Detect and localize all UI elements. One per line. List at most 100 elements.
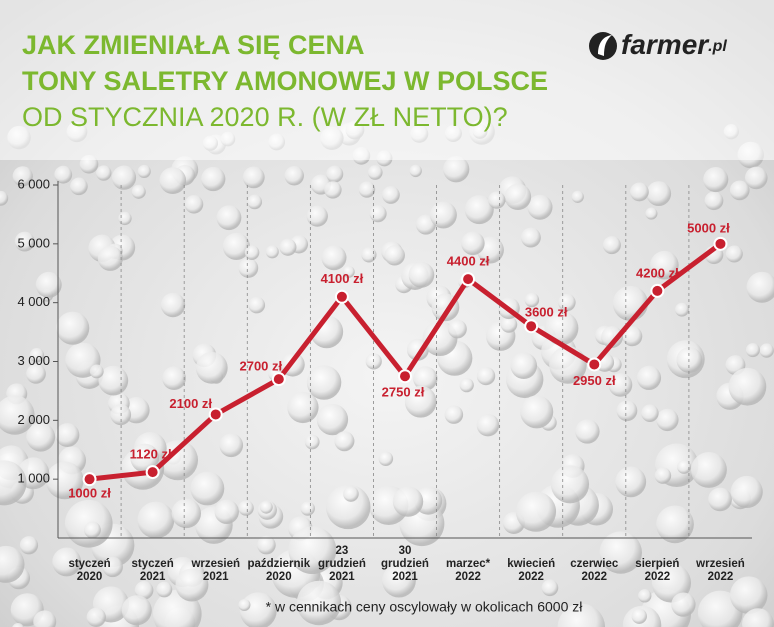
x-tick-label-line: październik bbox=[247, 558, 310, 570]
texture-ball bbox=[324, 181, 342, 199]
x-tick-label-line: 2021 bbox=[392, 571, 418, 583]
texture-ball bbox=[157, 440, 199, 481]
texture-ball bbox=[729, 180, 750, 201]
x-tick-label: październik 2020 bbox=[247, 558, 310, 583]
texture-ball bbox=[326, 165, 344, 183]
texture-ball bbox=[238, 258, 259, 278]
texture-ball bbox=[629, 182, 649, 202]
texture-ball bbox=[645, 207, 658, 220]
texture-ball bbox=[612, 285, 648, 321]
texture-ball bbox=[520, 395, 554, 429]
data-point bbox=[650, 283, 665, 298]
texture-ball bbox=[413, 366, 438, 391]
value-label: 4100 zł bbox=[321, 271, 364, 286]
texture-ball bbox=[671, 592, 696, 617]
data-point bbox=[82, 472, 97, 487]
texture-ball bbox=[56, 311, 90, 345]
x-tick-label-line: grudzień bbox=[381, 558, 429, 570]
texture-ball bbox=[759, 343, 774, 358]
texture-ball bbox=[334, 431, 355, 452]
title-line: OD STYCZNIA 2020 R. (W ZŁ NETTO)? bbox=[22, 102, 508, 132]
texture-ball bbox=[408, 262, 435, 288]
texture-ball bbox=[656, 505, 694, 544]
texture-ball bbox=[602, 236, 621, 255]
texture-ball bbox=[675, 302, 689, 317]
texture-ball bbox=[622, 326, 643, 347]
texture-ball bbox=[443, 156, 470, 183]
texture-ball bbox=[378, 451, 394, 466]
texture-ball bbox=[510, 352, 538, 379]
value-label: 5000 zł bbox=[687, 220, 730, 235]
data-point bbox=[587, 357, 602, 372]
texture-ball bbox=[296, 580, 342, 626]
texture-ball bbox=[691, 451, 727, 488]
data-point bbox=[524, 319, 539, 334]
texture-ball bbox=[326, 484, 371, 530]
texture-ball bbox=[504, 183, 532, 211]
texture-ball bbox=[12, 622, 24, 627]
x-tick-label-line: czerwiec bbox=[570, 558, 619, 570]
texture-ball bbox=[83, 521, 101, 539]
y-tick-label: 2 000 bbox=[17, 412, 50, 427]
texture-ball bbox=[70, 177, 88, 196]
texture-ball bbox=[134, 580, 154, 600]
texture-ball bbox=[216, 205, 242, 231]
texture-ball bbox=[409, 164, 422, 178]
texture-ball bbox=[304, 434, 320, 450]
x-tick-label-line: 2021 bbox=[203, 571, 229, 583]
texture-ball bbox=[137, 164, 151, 178]
texture-ball bbox=[184, 195, 204, 214]
footnote: * w cennikach ceny oscylowały w okolicac… bbox=[266, 599, 584, 615]
texture-ball bbox=[242, 166, 265, 189]
texture-ball bbox=[265, 245, 279, 259]
x-tick-label: 30 grudzień 2021 bbox=[381, 545, 429, 583]
x-tick-label-line: wrzesień bbox=[190, 558, 240, 570]
texture-ball bbox=[238, 598, 251, 612]
value-label: 1000 zł bbox=[68, 486, 111, 501]
texture-ball bbox=[708, 487, 732, 512]
texture-ball bbox=[745, 343, 760, 358]
x-tick-label: styczeń 2020 bbox=[68, 558, 110, 583]
x-tick-label: 23 grudzień 2021 bbox=[318, 545, 366, 583]
texture-ball bbox=[96, 165, 112, 181]
texture-ball bbox=[300, 501, 315, 516]
texture-ball bbox=[111, 165, 137, 190]
value-label: 4200 zł bbox=[636, 265, 679, 280]
x-tick-label-line: 23 bbox=[336, 545, 349, 557]
value-label: 4400 zł bbox=[447, 254, 490, 269]
y-tick-label: 1 000 bbox=[17, 471, 50, 486]
texture-ball bbox=[238, 500, 254, 516]
texture-ball bbox=[654, 467, 672, 484]
texture-ball bbox=[476, 366, 496, 386]
title-line: TONY SALETRY AMONOWEJ W POLSCE bbox=[22, 66, 548, 96]
x-tick-label-line: 2021 bbox=[329, 571, 355, 583]
y-tick-label: 3 000 bbox=[17, 353, 50, 368]
texture-ball bbox=[656, 408, 679, 432]
texture-ball bbox=[321, 245, 347, 271]
texture-ball bbox=[214, 499, 239, 525]
texture-ball bbox=[677, 459, 692, 474]
value-label: 3600 zł bbox=[525, 305, 568, 320]
texture-ball bbox=[459, 378, 474, 393]
texture-ball bbox=[52, 547, 82, 577]
texture-ball bbox=[160, 292, 186, 318]
texture-ball bbox=[728, 367, 767, 406]
data-point bbox=[461, 272, 476, 287]
texture-ball bbox=[615, 466, 647, 498]
value-label: 2950 zł bbox=[573, 373, 616, 388]
data-point bbox=[713, 236, 728, 251]
y-tick-label: 4 000 bbox=[17, 294, 50, 309]
texture-ball bbox=[306, 365, 342, 400]
texture-ball bbox=[524, 292, 540, 308]
texture-ball bbox=[557, 603, 606, 627]
texture-ball bbox=[35, 271, 62, 298]
texture-ball bbox=[358, 181, 376, 198]
x-tick-label-line: 2021 bbox=[140, 571, 166, 583]
value-label: 2100 zł bbox=[169, 396, 212, 411]
texture-ball bbox=[746, 271, 774, 303]
texture-ball bbox=[744, 166, 768, 190]
logo: farmer.pl bbox=[589, 29, 727, 60]
logo-name: farmer bbox=[621, 29, 710, 60]
texture-ball bbox=[631, 608, 647, 624]
